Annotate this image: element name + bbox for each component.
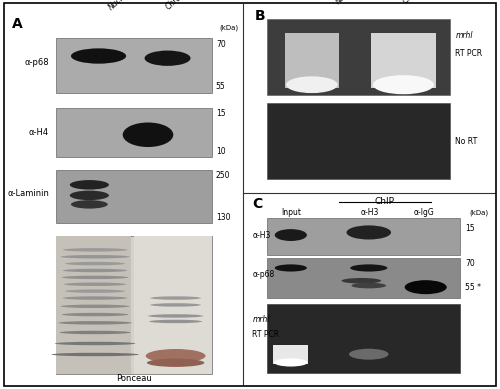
Text: (kDa): (kDa) — [469, 209, 488, 216]
Ellipse shape — [349, 349, 389, 360]
Text: No RT: No RT — [456, 137, 477, 145]
Ellipse shape — [274, 265, 307, 272]
Text: RT PCR: RT PCR — [456, 49, 482, 58]
Text: α-IgG: α-IgG — [414, 208, 435, 217]
Text: 70: 70 — [216, 40, 226, 49]
Text: 55 *: 55 * — [466, 283, 481, 292]
Text: 70: 70 — [466, 259, 475, 268]
Ellipse shape — [60, 305, 130, 308]
Text: Nucleoplasm: Nucleoplasm — [334, 0, 377, 6]
Text: 10: 10 — [216, 147, 226, 156]
Text: α-p68: α-p68 — [252, 270, 274, 279]
Text: Chromatin: Chromatin — [164, 0, 200, 12]
Text: Chromatin: Chromatin — [401, 0, 436, 6]
Ellipse shape — [70, 180, 109, 189]
Text: C: C — [252, 197, 262, 211]
Text: 55: 55 — [216, 82, 226, 91]
Ellipse shape — [373, 75, 434, 94]
FancyBboxPatch shape — [268, 258, 460, 298]
Text: 15: 15 — [216, 109, 226, 118]
Text: Nucleoplasm: Nucleoplasm — [106, 0, 150, 12]
Text: α-p68: α-p68 — [24, 58, 49, 67]
Ellipse shape — [286, 76, 338, 93]
Ellipse shape — [274, 229, 307, 241]
FancyBboxPatch shape — [56, 236, 131, 374]
Ellipse shape — [60, 331, 131, 334]
Ellipse shape — [62, 313, 128, 316]
Ellipse shape — [71, 48, 126, 64]
Ellipse shape — [146, 349, 206, 363]
Text: α-H4: α-H4 — [29, 128, 49, 137]
Text: A: A — [12, 17, 23, 31]
FancyBboxPatch shape — [56, 236, 212, 374]
Ellipse shape — [350, 265, 388, 272]
FancyBboxPatch shape — [56, 108, 212, 157]
Ellipse shape — [63, 269, 128, 272]
FancyBboxPatch shape — [268, 304, 460, 373]
Text: Ponceau: Ponceau — [116, 374, 152, 383]
Ellipse shape — [65, 262, 125, 265]
Ellipse shape — [150, 296, 201, 300]
Ellipse shape — [52, 353, 139, 356]
Text: (kDa): (kDa) — [220, 25, 238, 31]
Ellipse shape — [62, 276, 128, 279]
Text: α-Laminin: α-Laminin — [7, 189, 49, 198]
Ellipse shape — [342, 278, 381, 284]
FancyBboxPatch shape — [284, 33, 339, 88]
Ellipse shape — [148, 314, 203, 318]
Text: 250: 250 — [216, 171, 230, 180]
Text: mrhl: mrhl — [456, 32, 473, 40]
Text: RT PCR: RT PCR — [252, 331, 280, 340]
Ellipse shape — [274, 358, 308, 366]
FancyBboxPatch shape — [268, 218, 460, 256]
Ellipse shape — [60, 255, 130, 258]
Text: mrhl: mrhl — [252, 315, 270, 324]
Text: α-H3: α-H3 — [252, 231, 271, 240]
Ellipse shape — [58, 321, 132, 324]
Ellipse shape — [144, 51, 190, 66]
FancyBboxPatch shape — [371, 33, 436, 88]
Ellipse shape — [65, 289, 125, 293]
Text: 15: 15 — [466, 224, 475, 233]
FancyBboxPatch shape — [268, 19, 450, 95]
Ellipse shape — [404, 280, 446, 294]
Ellipse shape — [150, 303, 201, 307]
Text: Input: Input — [281, 208, 301, 217]
FancyBboxPatch shape — [274, 345, 308, 364]
Ellipse shape — [71, 200, 108, 209]
Ellipse shape — [149, 320, 202, 323]
Text: ChIP: ChIP — [375, 197, 395, 206]
Ellipse shape — [352, 283, 386, 288]
Text: B: B — [255, 9, 266, 23]
Ellipse shape — [64, 282, 126, 286]
FancyBboxPatch shape — [134, 236, 212, 374]
Ellipse shape — [70, 191, 109, 200]
Ellipse shape — [346, 225, 391, 240]
Text: α-H3: α-H3 — [361, 208, 379, 217]
Ellipse shape — [55, 342, 136, 345]
Text: 130: 130 — [216, 213, 230, 222]
FancyBboxPatch shape — [268, 103, 450, 179]
FancyBboxPatch shape — [56, 38, 212, 93]
Ellipse shape — [63, 248, 128, 252]
FancyBboxPatch shape — [56, 170, 212, 223]
Ellipse shape — [63, 296, 128, 300]
Ellipse shape — [147, 359, 204, 367]
Ellipse shape — [122, 123, 174, 147]
